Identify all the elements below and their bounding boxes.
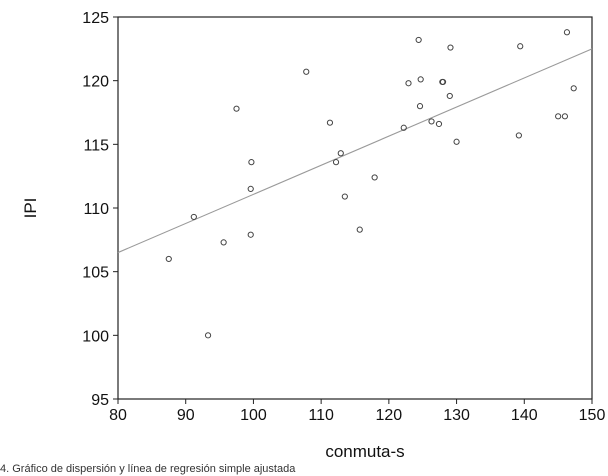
data-point <box>446 92 453 100</box>
data-point <box>555 113 562 120</box>
plot-area: 80 90 100 110 120 130 140 150 95 100 105 110 115 120 1… <box>21 10 605 461</box>
data-point <box>435 120 443 128</box>
y-tick-label: 125 <box>82 10 109 27</box>
data-point <box>220 239 227 246</box>
data-point <box>303 68 310 75</box>
data-point <box>400 124 407 131</box>
data-point <box>415 36 422 44</box>
data-point <box>439 78 447 86</box>
data-point <box>204 332 212 339</box>
data-point <box>332 159 340 166</box>
x-tick-label: 120 <box>376 407 403 424</box>
data-point <box>515 132 522 139</box>
y-tick-label: 95 <box>91 392 109 409</box>
data-point <box>248 159 255 166</box>
data-point <box>405 80 412 87</box>
data-point <box>233 105 240 112</box>
y-tick-label: 100 <box>82 328 109 345</box>
x-tick-label: 100 <box>240 407 267 424</box>
data-point <box>371 174 378 181</box>
data-point <box>563 29 571 36</box>
x-tick-label: 90 <box>177 407 195 424</box>
y-axis-label: IPI <box>21 198 40 219</box>
data-point <box>417 76 424 83</box>
data-point <box>428 118 435 125</box>
x-axis-label: conmuta-s <box>325 442 404 461</box>
data-point <box>416 103 424 110</box>
regression-line <box>117 48 593 254</box>
data-point <box>247 231 254 238</box>
data-point <box>356 226 363 233</box>
data-point <box>337 150 344 157</box>
x-tick-label: 150 <box>579 407 606 424</box>
y-tick-label: 120 <box>82 74 109 91</box>
y-tick-label: 110 <box>83 201 109 218</box>
data-point <box>453 138 460 145</box>
data-point <box>517 43 524 50</box>
data-point <box>447 44 454 51</box>
data-point <box>165 255 172 263</box>
data-point <box>190 213 197 221</box>
data-point <box>570 85 577 92</box>
x-tick-label: 140 <box>511 407 538 424</box>
y-tick-label: 115 <box>83 137 109 154</box>
chart-caption: 4. Gráfico de dispersión y línea de regr… <box>0 463 296 475</box>
plot-frame <box>117 16 593 400</box>
x-tick-label: 130 <box>443 407 470 424</box>
y-tick-label: 105 <box>82 265 109 282</box>
data-point <box>561 113 569 120</box>
data-point <box>341 193 348 200</box>
x-tick-label: 80 <box>109 407 127 424</box>
x-tick-label: 110 <box>308 407 334 424</box>
data-point <box>247 185 254 192</box>
data-point <box>326 119 334 126</box>
